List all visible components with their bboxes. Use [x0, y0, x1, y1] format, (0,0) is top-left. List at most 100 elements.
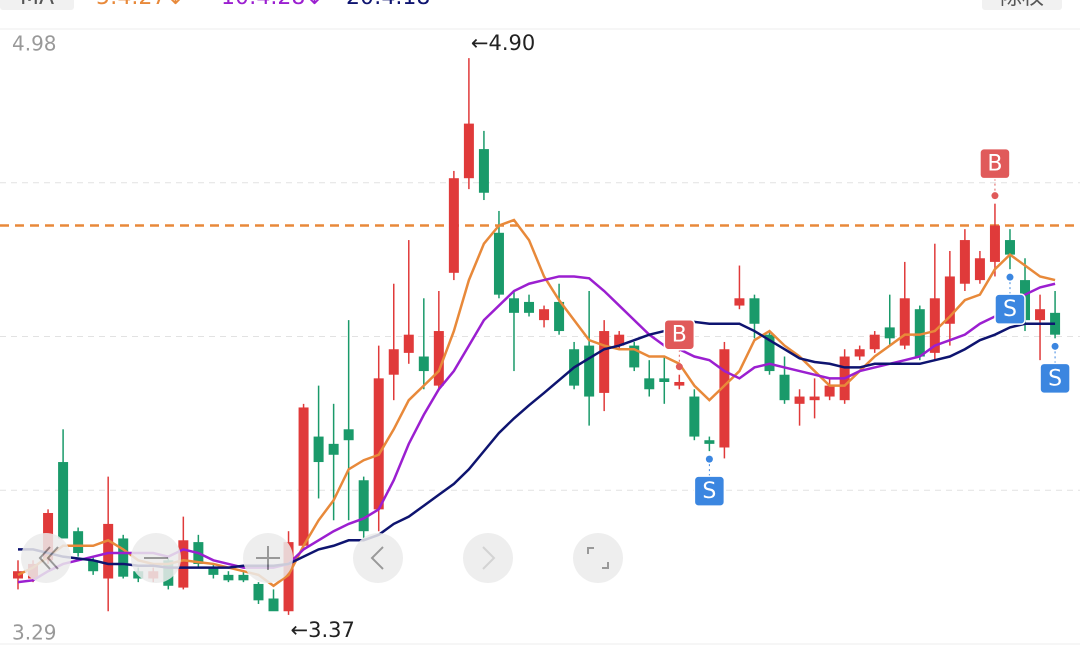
candle-body — [373, 378, 384, 510]
fullscreen-button[interactable] — [573, 533, 623, 583]
button-bg[interactable] — [982, 0, 1062, 10]
legend-item: 20:4.18 — [346, 0, 430, 10]
next-button[interactable] — [463, 533, 513, 583]
ma-line — [17, 218, 1056, 588]
candle-body — [989, 225, 1000, 262]
button-text[interactable]: 除权 — [1000, 0, 1044, 10]
next-icon — [482, 546, 496, 570]
signal-label: S — [702, 479, 716, 504]
signal-label: B — [987, 152, 1002, 177]
candle-body — [629, 345, 640, 368]
min-label: ←3.37 — [291, 618, 355, 642]
signal-badge — [693, 475, 726, 507]
candle-body — [418, 356, 429, 372]
candle-body — [358, 480, 369, 532]
plus-icon — [256, 546, 280, 570]
candle-body — [734, 298, 745, 306]
candle-body — [764, 334, 775, 372]
candle-body — [899, 298, 910, 346]
candle-body — [283, 542, 294, 612]
candle-body — [13, 571, 23, 579]
legend-item: 5:4.27↓ — [96, 0, 185, 10]
ma-tag — [0, 0, 74, 10]
candle-body — [343, 429, 354, 441]
fullscreen-icon — [587, 547, 609, 569]
rewind-button[interactable] — [21, 533, 71, 583]
candle-body — [524, 301, 535, 313]
candle-body — [554, 301, 565, 332]
candle-body — [914, 309, 925, 357]
controls — [21, 533, 623, 583]
candle-body — [779, 374, 790, 401]
candle-body — [944, 276, 955, 324]
signal-dot — [675, 363, 683, 371]
candle-body — [719, 349, 730, 448]
signal-label: S — [1003, 297, 1017, 322]
candle-body — [584, 345, 595, 397]
candle-body — [749, 298, 760, 324]
candle-body — [794, 396, 805, 404]
signal-badge — [1039, 362, 1071, 395]
prev-icon — [370, 546, 384, 570]
candle-body — [433, 331, 444, 386]
signal-dot — [1006, 273, 1014, 281]
candle-body — [403, 334, 414, 353]
candle-body — [884, 327, 895, 339]
candle-body — [478, 149, 489, 193]
candle-body — [974, 258, 985, 281]
candle-body — [73, 531, 84, 554]
signal-dot — [705, 455, 713, 463]
ma-line — [18, 320, 1056, 569]
candle-body — [809, 396, 820, 401]
candle-body — [704, 440, 715, 444]
candle-body — [959, 240, 970, 284]
candle-body — [388, 349, 399, 375]
candle-body — [614, 334, 625, 346]
candle-body — [869, 334, 880, 350]
candle-body — [493, 232, 504, 295]
candle-body — [539, 309, 550, 321]
candle-body — [689, 396, 700, 437]
plot: 4.98 3.29 ←4.90 ←3.37 B S B S S — [0, 28, 1080, 645]
candle-body — [854, 349, 865, 357]
header: MA 除权 — [0, 0, 1062, 10]
candle-body — [313, 436, 324, 463]
candle-body — [508, 298, 519, 313]
candle-body — [674, 381, 685, 386]
legend-label: MA — [20, 0, 54, 10]
signal-dot — [991, 192, 999, 200]
candle-body — [599, 331, 610, 393]
candle-body — [223, 574, 234, 581]
candle-body — [208, 567, 219, 575]
y-tick-label: 3.29 — [12, 621, 57, 645]
candle-body — [824, 385, 835, 397]
signal-badge — [979, 147, 1011, 180]
rewind-icon — [38, 546, 59, 570]
prev-button[interactable] — [353, 533, 403, 583]
candle-body — [659, 378, 670, 382]
candle-body — [88, 560, 99, 572]
y-tick-label: 4.98 — [12, 32, 57, 56]
candle-body — [118, 538, 129, 577]
candle-body — [268, 598, 279, 612]
signal-label: S — [1048, 366, 1062, 391]
candle-body — [238, 574, 249, 581]
signal-dot — [1051, 342, 1059, 350]
candle-body — [58, 462, 69, 539]
signal-label: B — [672, 323, 687, 348]
candle-body — [1004, 240, 1015, 255]
candle-body — [929, 298, 940, 353]
max-label: ←4.90 — [471, 31, 535, 55]
candle-body — [103, 523, 114, 579]
candle-body — [328, 443, 339, 455]
candle-body — [1035, 309, 1046, 321]
signal-badge — [663, 318, 696, 351]
candle-body — [298, 407, 309, 546]
candle-body — [178, 540, 189, 588]
candle-body — [448, 178, 459, 273]
signal-badge — [994, 293, 1026, 325]
candle-body — [253, 583, 264, 601]
candle-body — [463, 123, 474, 179]
legend-item: 10:4.28↓ — [221, 0, 324, 10]
